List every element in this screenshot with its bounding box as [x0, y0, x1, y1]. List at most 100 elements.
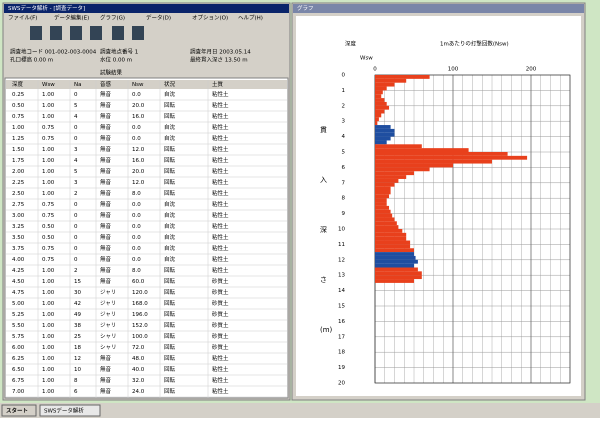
table-cell: 0.25: [12, 92, 25, 98]
table-cell: 8.0: [132, 191, 141, 197]
table-cell: 2.75: [12, 202, 25, 208]
table-cell: 16.0: [132, 114, 145, 120]
x-tick-label: 100: [448, 67, 459, 73]
table-cell: 無音: [100, 244, 112, 252]
table-cell: 無音: [100, 211, 112, 219]
tool-icon[interactable]: [30, 26, 42, 40]
y-tick-label: 14: [338, 288, 345, 294]
tool-icon[interactable]: [90, 26, 102, 40]
table-area: [4, 77, 289, 399]
table-cell: 1.00: [42, 114, 55, 120]
table-cell: 粘性土: [212, 145, 229, 153]
bar: [375, 101, 387, 106]
table-cell: 粘性土: [212, 112, 229, 120]
table-cell: 49: [74, 312, 81, 318]
table-cell: 1.00: [42, 334, 55, 340]
table-cell: 5.25: [12, 312, 25, 318]
table-cell: 0.75: [42, 246, 55, 252]
table-cell: 無音: [100, 255, 112, 263]
column-header: 深度: [12, 80, 24, 88]
bar: [375, 240, 411, 245]
table-cell: 0: [74, 136, 78, 142]
bar: [375, 163, 453, 168]
bar: [375, 178, 399, 183]
bar: [375, 232, 407, 237]
table-cell: 20.0: [132, 169, 145, 175]
bar: [375, 267, 418, 272]
table-cell: 2: [74, 268, 78, 274]
table-cell: 無音: [100, 222, 112, 230]
table-cell: 粘性土: [212, 211, 229, 219]
table-cell: 6.00: [12, 345, 25, 351]
table-cell: 1.00: [42, 103, 55, 109]
chart-area: [296, 16, 581, 396]
table-cell: 無音: [100, 200, 112, 208]
table-cell: 12: [74, 356, 81, 362]
bar: [375, 279, 414, 283]
tool-icon[interactable]: [112, 26, 124, 40]
task-label: SWSデータ解析: [44, 407, 84, 415]
table-cell: 3.50: [12, 235, 25, 241]
table-cell: 自沈: [164, 200, 176, 208]
bar: [375, 263, 414, 268]
table-cell: 粘性土: [212, 222, 229, 230]
table-cell: 回転: [164, 322, 176, 329]
table-cell: 無音: [100, 277, 112, 285]
table-cell: 粘性土: [212, 365, 229, 373]
y-tick-label: 0: [342, 73, 346, 79]
table-cell: 1.50: [12, 147, 25, 153]
table-cell: 152.0: [132, 323, 148, 329]
table-cell: 0.75: [42, 257, 55, 263]
y-tick-label: 4: [342, 134, 346, 140]
table-cell: 回転: [164, 344, 176, 351]
table-cell: 1.00: [42, 389, 55, 395]
table-cell: 砂質土: [212, 299, 229, 307]
toolbar: [30, 26, 144, 40]
window-title: SWSデータ解析 - [調査データ]: [8, 4, 85, 12]
table-cell: 回転: [164, 157, 176, 164]
table-cell: 1.00: [42, 345, 55, 351]
task-item[interactable]: [39, 404, 101, 417]
table-cell: ジャリ: [100, 301, 116, 307]
y-tick-label: 20: [338, 381, 345, 387]
side-label: 貫: [320, 126, 327, 134]
column-header: 土質: [212, 80, 224, 88]
bar: [375, 75, 430, 79]
table-cell: 自沈: [164, 233, 176, 241]
bar: [375, 244, 411, 249]
y-tick-label: 18: [338, 350, 345, 356]
table-cell: 回転: [164, 289, 176, 296]
table-cell: 0.0: [132, 235, 141, 241]
x-tick-label: 200: [526, 67, 537, 73]
table-cell: 38: [74, 323, 81, 329]
table-cell: 4.00: [12, 257, 25, 263]
table-cell: 自沈: [164, 90, 176, 98]
y-tick-label: 6: [342, 165, 346, 171]
side-label: (m): [320, 326, 333, 334]
info-text: 孔口標高 0.00 m: [10, 56, 53, 64]
bar: [375, 252, 414, 256]
tool-icon[interactable]: [50, 26, 62, 40]
table-cell: 粘性土: [212, 266, 229, 274]
bar: [375, 125, 391, 129]
table-cell: 2.00: [12, 169, 25, 175]
table-cell: 2.50: [12, 191, 25, 197]
info-text: 調査年月日 2003.05.14: [190, 48, 251, 56]
tool-icon[interactable]: [70, 26, 82, 40]
start-button[interactable]: [1, 404, 37, 417]
table-cell: 1.25: [12, 136, 25, 142]
y-tick-label: 15: [338, 304, 345, 310]
menu-item: データ編集(E): [54, 14, 89, 22]
table-cell: 砂質土: [212, 332, 229, 340]
table-cell: 0.0: [132, 257, 141, 263]
table-cell: 40.0: [132, 367, 145, 373]
bar: [375, 86, 387, 91]
table-cell: 24.0: [132, 389, 145, 395]
table-cell: 回転: [164, 168, 176, 175]
table-cell: 無音: [100, 178, 112, 186]
table-cell: 0.0: [132, 92, 141, 98]
table-cell: 18: [74, 345, 81, 351]
bar: [375, 271, 422, 276]
tool-icon[interactable]: [132, 26, 144, 40]
table-cell: 砂質土: [212, 277, 229, 285]
